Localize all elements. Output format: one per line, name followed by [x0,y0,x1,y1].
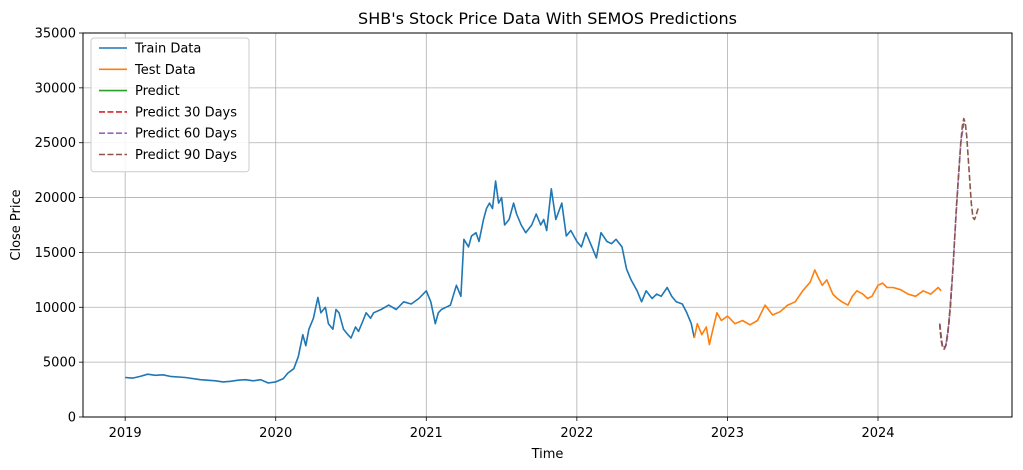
legend-label: Predict 30 Days [135,105,237,120]
y-tick-label: 35000 [35,27,76,42]
legend: Train Data Test Data Predict Predict 30 Day… [90,37,250,173]
x-tick-label: 2019 [109,426,142,441]
y-tick-label: 0 [68,411,76,426]
legend-label: Predict 90 Days [135,148,237,163]
y-axis: 0 5000 10000 15000 20000 25000 30000 35000 [35,27,83,426]
x-tick-label: 2020 [259,426,292,441]
series-line-predict-90-days [938,117,980,350]
y-tick-label: 25000 [35,136,76,151]
y-tick-label: 10000 [35,301,76,316]
x-tick-label: 2024 [861,426,894,441]
series-line-test-data [693,269,942,346]
x-tick-label: 2023 [711,426,744,441]
chart-title: SHB's Stock Price Data With SEMOS Predic… [358,9,737,28]
y-tick-label: 5000 [43,356,76,371]
x-axis-label: Time [531,447,564,462]
plot-frame [82,32,1013,418]
series-group [125,117,980,384]
legend-box [90,37,250,173]
y-tick-label: 30000 [35,81,76,96]
y-axis-label: Close Price [9,189,24,260]
legend-label: Test Data [134,63,196,78]
x-tick-label: 2022 [560,426,593,441]
y-tick-label: 15000 [35,246,76,261]
legend-label: Train Data [134,42,201,57]
x-tick-label: 2021 [410,426,443,441]
x-axis: 2019 2020 2021 2022 2023 2024 [109,417,895,441]
y-tick-label: 20000 [35,191,76,206]
legend-label: Predict 60 Days [135,127,237,142]
series-line-train-data [125,180,696,384]
legend-label: Predict [135,84,180,99]
